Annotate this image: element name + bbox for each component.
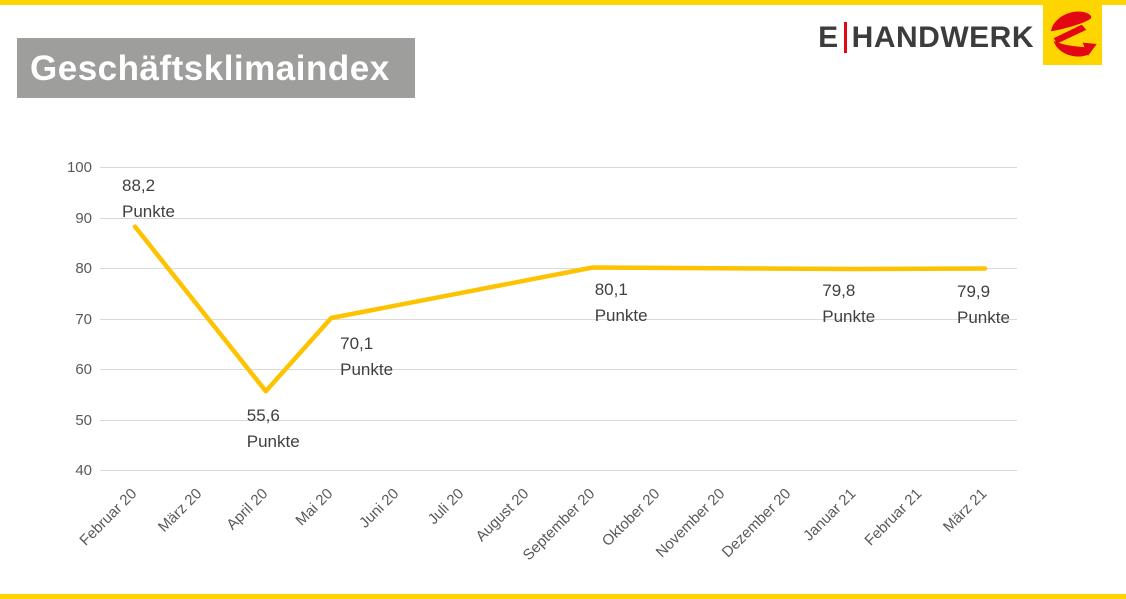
gridline (100, 167, 1017, 168)
data-point-value: 80,1 (594, 280, 628, 300)
gridline (100, 318, 1017, 320)
data-point-value: 79,8 (822, 281, 856, 300)
data-point-label: 79,9 Punkte (957, 279, 1010, 331)
x-axis-tick-label: Januar 21 (800, 485, 860, 545)
gridline (100, 268, 1017, 269)
y-axis-tick-label: 100 (66, 159, 92, 176)
data-point-unit: Punkte (122, 201, 175, 221)
y-axis-tick-label: 60 (75, 361, 92, 378)
data-point-value: 79,9 (957, 281, 991, 301)
data-point-value: 70,1 (340, 333, 374, 353)
data-point-value: 88,2 (122, 175, 156, 195)
brand-logo: E HANDWERK (818, 0, 1102, 65)
brand-divider (843, 22, 847, 53)
y-axis-tick-label: 90 (75, 209, 92, 227)
x-axis-tick-label: Juni 20 (355, 485, 402, 532)
e-handwerk-emblem-icon (1043, 0, 1102, 65)
data-point-label: 55,6 Punkte (247, 403, 300, 455)
data-point-unit: Punkte (340, 359, 394, 379)
x-axis-tick-label: Februar 20 (76, 485, 141, 550)
data-point-label: 80,1 Punkte (595, 277, 648, 329)
title-box: Geschäftsklimaindex (17, 38, 415, 98)
y-axis-tick-label: 40 (75, 462, 92, 479)
gridline (100, 217, 1017, 219)
data-point-label: 88,2 Punkte (122, 173, 175, 225)
x-axis-tick-label: März 21 (939, 485, 991, 536)
x-axis-tick-label: Juli 20 (424, 485, 468, 528)
x-axis-tick-label: Dezember 20 (718, 485, 795, 561)
gridline (100, 369, 1017, 370)
x-axis-tick-label: Mai 20 (292, 485, 337, 530)
data-point-unit: Punkte (957, 307, 1010, 327)
gridline (100, 419, 1017, 421)
brand-wordmark: E HANDWERK (818, 22, 1034, 53)
data-point-unit: Punkte (246, 432, 300, 452)
data-point-label: 70,1 Punkte (340, 331, 393, 383)
top-accent-bar (0, 0, 1126, 5)
data-point-unit: Punkte (594, 306, 648, 326)
gridline (100, 470, 1017, 471)
x-axis-tick-label: April 20 (223, 485, 272, 534)
y-axis-tick-label: 50 (75, 411, 92, 429)
y-axis-tick-label: 70 (75, 310, 92, 328)
x-axis-tick-label: März 20 (155, 485, 206, 536)
y-axis-tick-label: 80 (75, 260, 92, 277)
data-point-label: 79,8 Punkte (822, 278, 875, 330)
x-axis-tick-label: Februar 21 (861, 485, 925, 550)
data-point-value: 55,6 (246, 406, 280, 426)
x-axis-tick-label: November 20 (653, 485, 729, 561)
brand-prefix: E (818, 20, 839, 54)
page-title: Geschäftsklimaindex (30, 48, 390, 88)
x-axis-tick-label: Oktober 20 (598, 485, 664, 550)
bottom-accent-bar (0, 594, 1126, 599)
x-axis-tick-label: August 20 (472, 485, 533, 546)
data-point-unit: Punkte (822, 307, 876, 326)
brand-name: HANDWERK (851, 20, 1034, 54)
